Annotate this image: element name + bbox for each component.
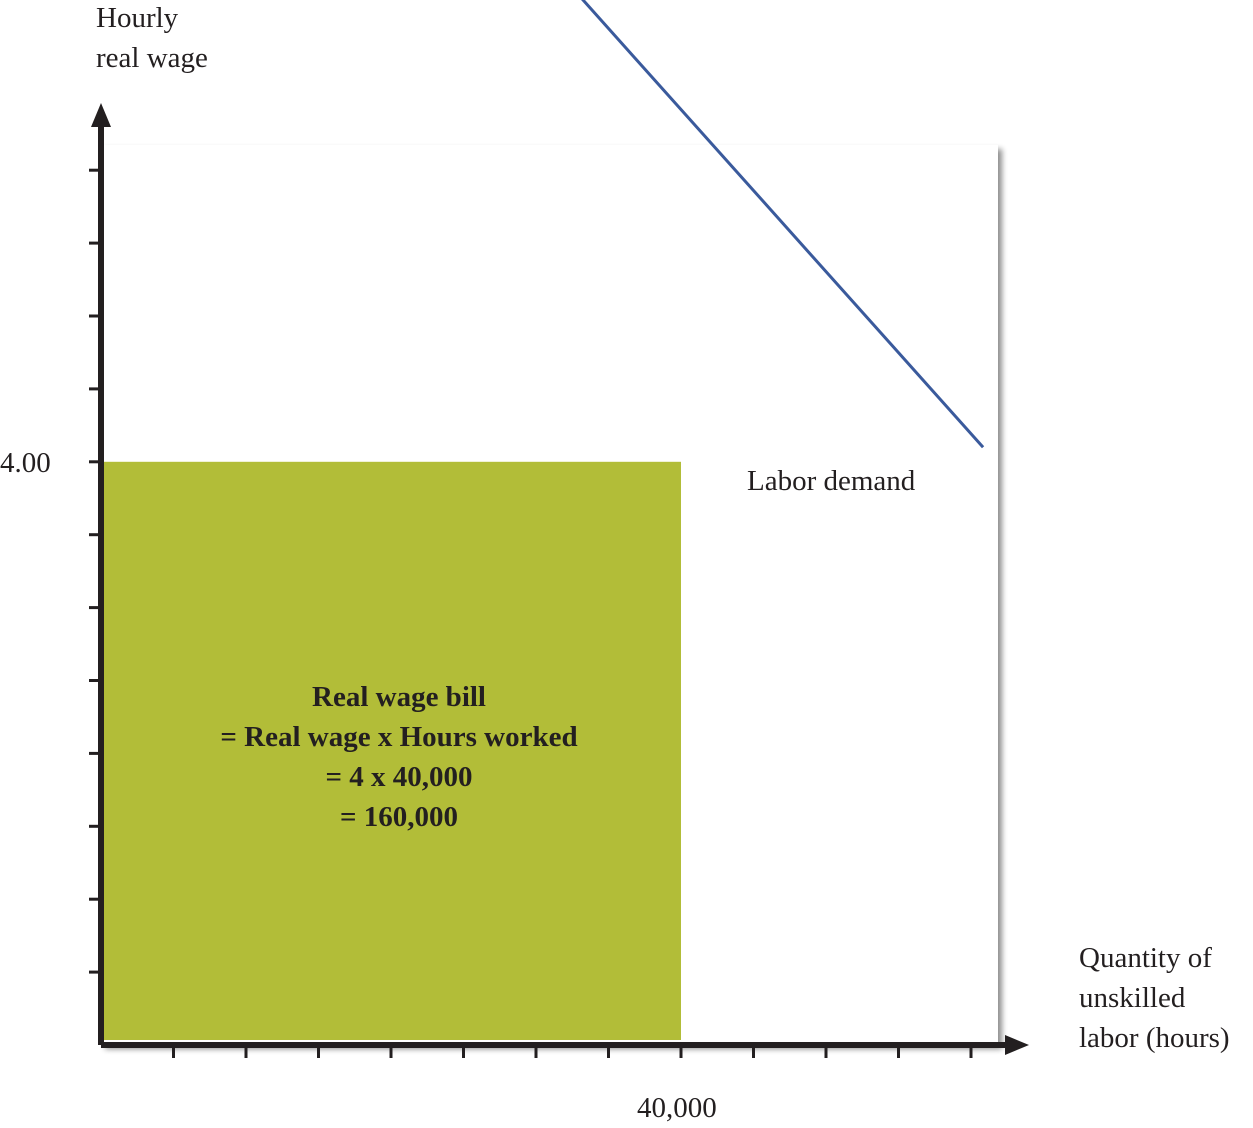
y-tick-label-4: 4.00 [0, 447, 51, 479]
wage-bill-annotation: Real wage bill = Real wage x Hours worke… [106, 677, 692, 837]
y-axis-label: Hourly real wage [96, 0, 208, 78]
x-tick-label-40000: 40,000 [637, 1092, 717, 1124]
annotation-line-2: = Real wage x Hours worked [220, 721, 578, 753]
annotation-line-1: Real wage bill [312, 681, 486, 713]
annotation-line-4: = 160,000 [339, 801, 459, 833]
y-axis-arrow [91, 103, 111, 127]
y-axis-label-line-2: real wage [96, 42, 208, 74]
x-axis-label-line-2: unskilled [1079, 982, 1186, 1014]
wage-bill-area [104, 461, 681, 1040]
x-axis-label-line-1: Quantity of [1079, 942, 1212, 974]
x-axis-arrow [1005, 1035, 1029, 1055]
y-axis-label-line-1: Hourly [96, 2, 179, 34]
x-axis-label: Quantity of unskilled labor (hours) [1079, 938, 1230, 1058]
labor-demand-label: Labor demand [747, 465, 916, 497]
labor-demand-line [581, 0, 985, 449]
x-axis-label-line-3: labor (hours) [1079, 1022, 1230, 1054]
annotation-line-3: = 4 x 40,000 [325, 761, 473, 793]
